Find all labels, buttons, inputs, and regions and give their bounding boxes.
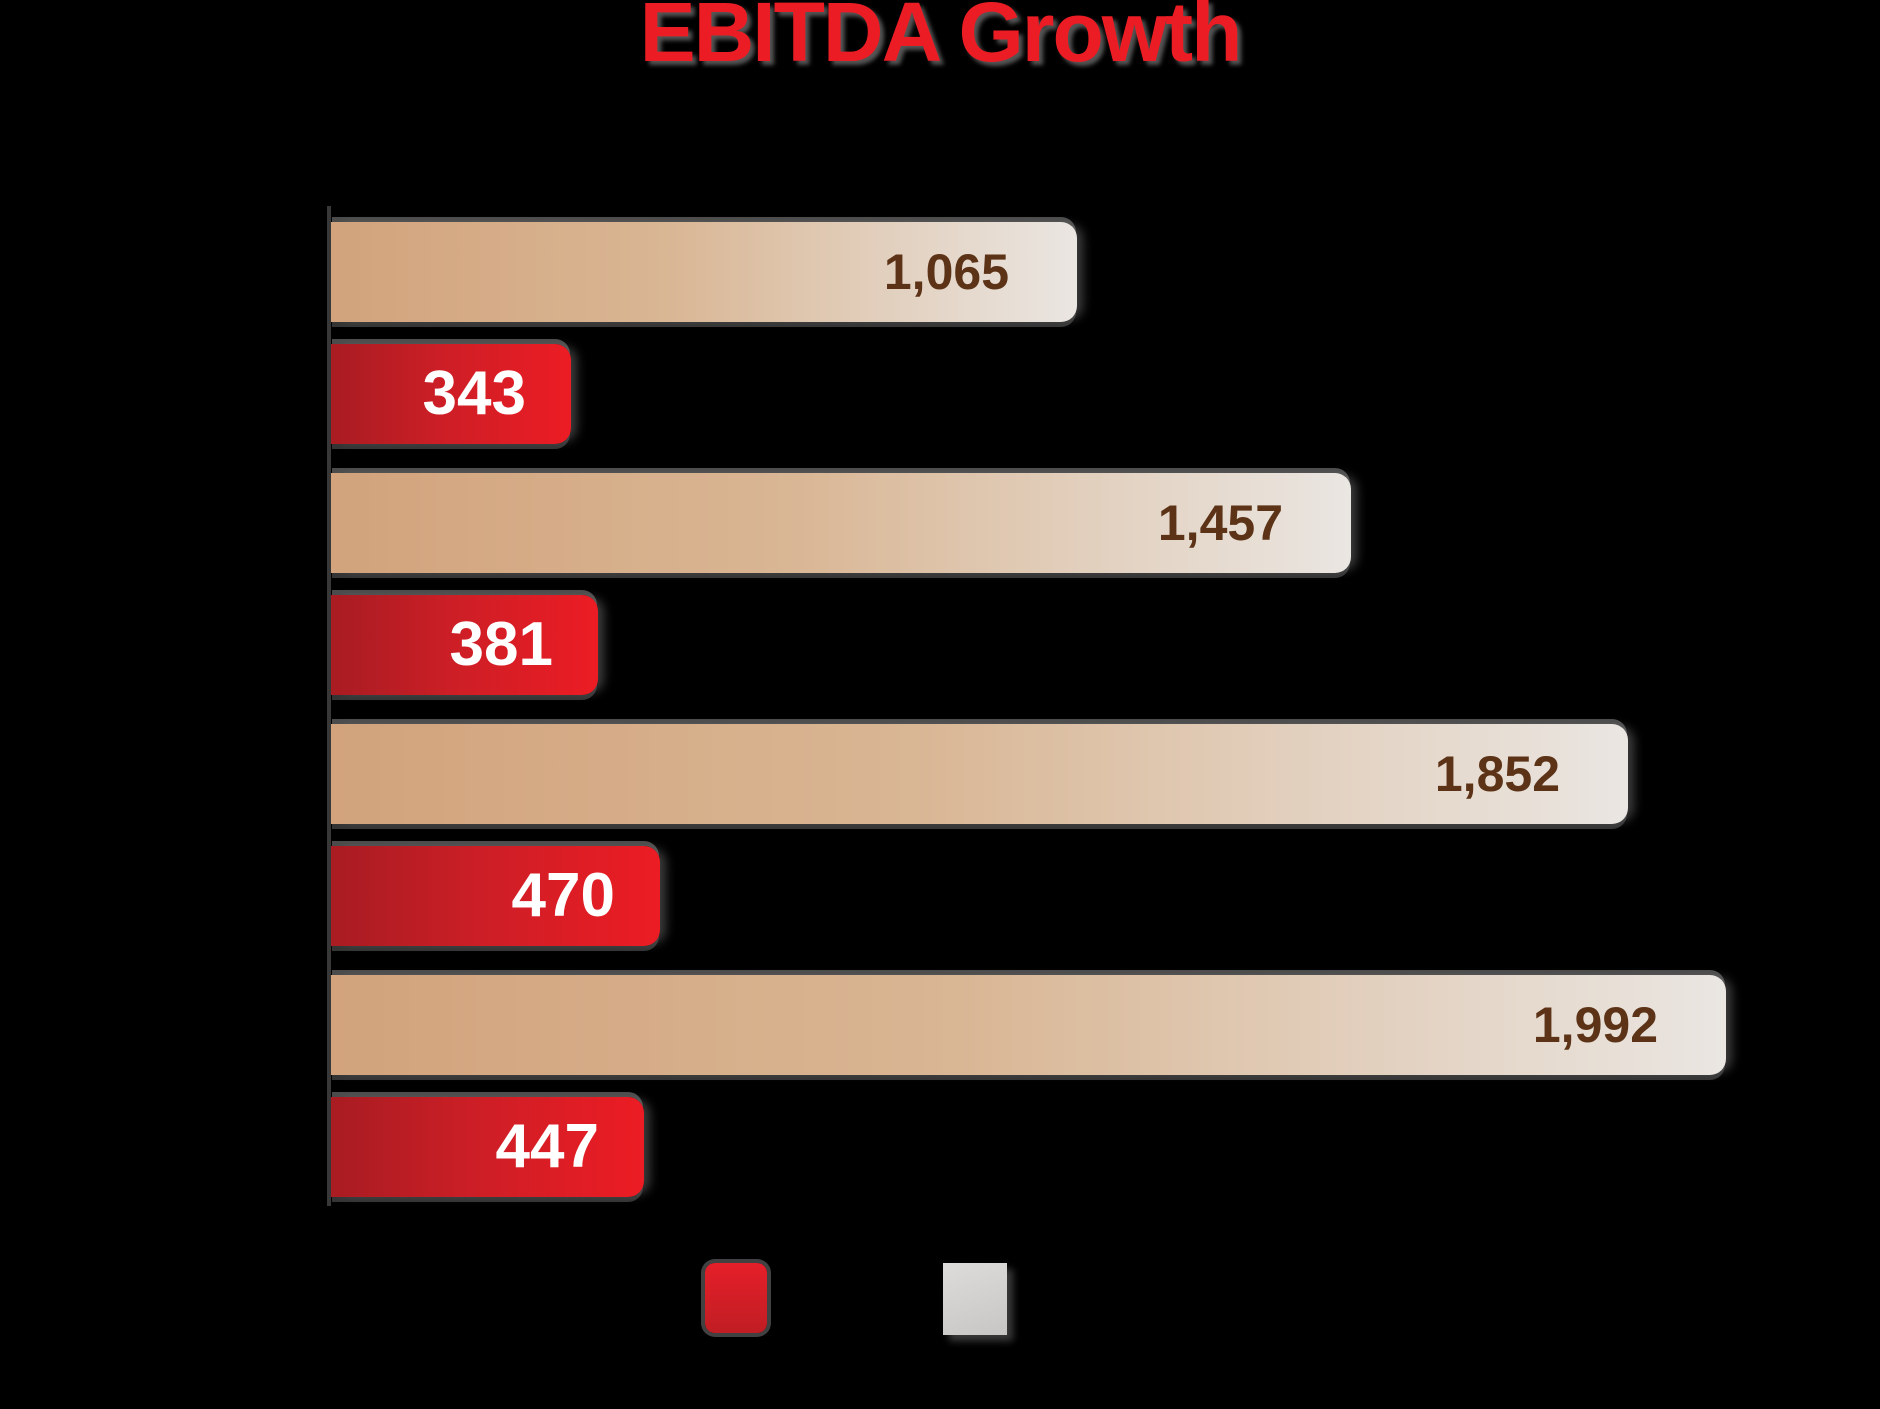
chart-title: EBITDA Growth [639,0,1243,79]
bar-red-2: 470 [331,846,660,946]
bar-neutral-2: 1,852 [331,724,1628,824]
bar-value-label: 1,852 [1434,746,1560,802]
bar-value-label: 381 [449,610,553,679]
legend-swatch-red [705,1263,767,1333]
bar-value-label: 1,457 [1157,495,1283,551]
bar-neutral-0: 1,065 [331,222,1077,322]
bar-value-label: 470 [511,861,615,930]
bar-value-label: 1,992 [1532,997,1658,1053]
bar-value-label: 343 [422,359,526,428]
bar-red-3: 447 [331,1097,644,1197]
bar-neutral-3: 1,992 [331,975,1726,1075]
bar-red-1: 381 [331,595,598,695]
bar-value-label: 1,065 [883,244,1009,300]
legend [0,1263,1880,1343]
category-axis-line [327,206,331,1206]
bar-neutral-1: 1,457 [331,473,1351,573]
bar-value-label: 447 [495,1112,599,1181]
bar-red-0: 343 [331,344,571,444]
legend-swatch-silver [943,1263,1007,1335]
